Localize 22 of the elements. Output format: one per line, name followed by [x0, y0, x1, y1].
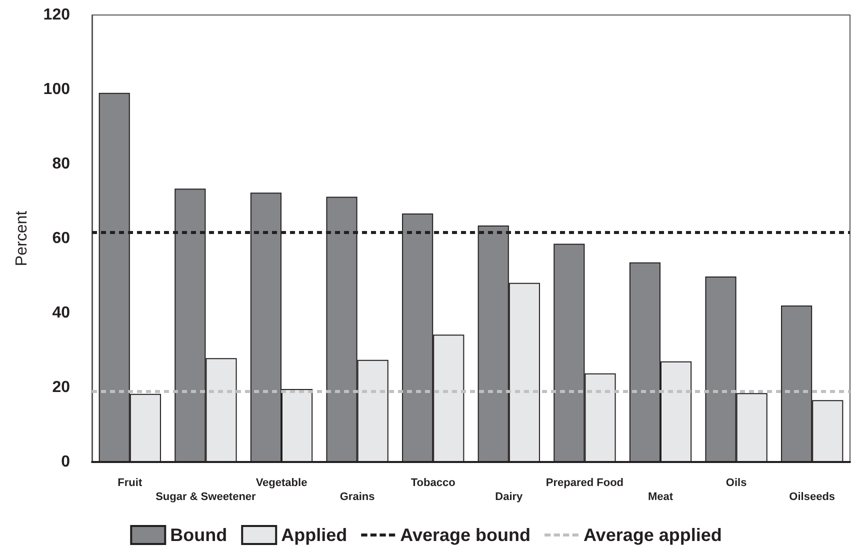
x-tick-label: Fruit — [118, 477, 142, 489]
x-tick-label: Vegetable — [256, 477, 308, 489]
y-tick-label: 40 — [52, 304, 70, 322]
x-tick-label: Meat — [648, 491, 674, 503]
y-tick-label: 120 — [43, 6, 70, 24]
x-tick-label: Dairy — [495, 491, 524, 503]
legend-label: Bound — [170, 525, 228, 545]
y-tick-label: 60 — [52, 230, 70, 247]
x-tick-label: Oilseeds — [789, 491, 836, 503]
y-tick-label: 20 — [52, 379, 70, 396]
x-tick-label: Oils — [726, 477, 747, 489]
y-tick-label: 80 — [52, 156, 70, 172]
x-tick-label: Prepared Food — [546, 477, 624, 489]
x-tick-label: Sugar & Sweetener — [156, 491, 257, 503]
y-tick-label: 100 — [43, 81, 70, 98]
legend-label: Average bound — [400, 525, 530, 545]
legend-label: Applied — [281, 525, 348, 545]
legend-label: Average applied — [583, 525, 722, 545]
x-tick-label: Grains — [340, 491, 375, 503]
y-tick-label: 0 — [61, 454, 70, 470]
x-tick-label: Tobacco — [410, 477, 456, 489]
y-axis-title: Percent — [14, 210, 30, 266]
